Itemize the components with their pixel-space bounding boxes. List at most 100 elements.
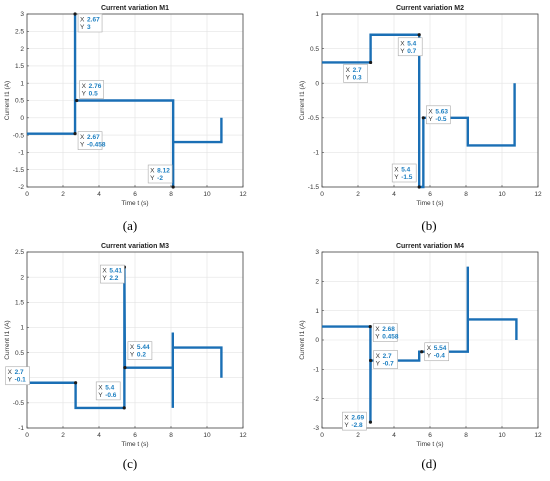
x-tick-label: 6 (133, 432, 137, 439)
datatip-y-label: Y (428, 116, 433, 123)
x-tick-label: 12 (534, 191, 542, 198)
datatip-y-value: -0.6 (105, 392, 117, 399)
datatip[interactable]: X 2.7Y 0.3 (343, 60, 373, 83)
datatip-box (343, 64, 368, 83)
y-tick-label: -1 (313, 367, 319, 374)
x-tick-label: 10 (498, 191, 506, 198)
datatip-y-label: Y (80, 142, 85, 149)
datatip-x-value: 5.4 (105, 384, 114, 391)
chart-title: Current variation M4 (396, 243, 464, 250)
datatip[interactable]: X 2.68Y 0.458 (368, 323, 399, 342)
y-tick-label: 1.5 (15, 299, 24, 306)
y-tick-label: -1.5 (13, 167, 25, 174)
datatip[interactable]: X 2.67Y 3 (73, 12, 103, 33)
y-tick-label: 3 (20, 11, 24, 18)
datatip-x-value: 5.4 (401, 167, 410, 174)
y-axis-label: Current I1 (A) (4, 81, 11, 120)
datatip[interactable]: X 2.69Y -2.8 (342, 411, 373, 431)
datatip-y-value: -2.8 (351, 422, 363, 429)
datatip-y-value: -0.5 (435, 116, 447, 123)
x-tick-label: 10 (203, 191, 211, 198)
chart-panel: 0 2 4 6 8 10 12 -1.5 -1 -0.5 0 0.5 1 Current variatio… (299, 5, 542, 233)
x-tick-label: 8 (464, 432, 468, 439)
datatip-marker (417, 33, 421, 37)
datatip-box (77, 13, 103, 33)
datatip-x-value: 2.7 (383, 353, 392, 360)
datatip[interactable]: X 5.41Y 2.2 (100, 264, 126, 284)
y-tick-label: 3 (315, 249, 319, 256)
datatip-y-label: Y (8, 377, 13, 384)
datatip[interactable]: X 5.54Y -0.4 (420, 342, 450, 362)
datatip-x-value: 2.76 (89, 83, 102, 90)
y-tick-label: 0.5 (15, 98, 24, 105)
datatip-x-label: X (346, 67, 351, 74)
datatip-x-value: 5.4 (407, 40, 416, 47)
datatip[interactable]: X 2.76Y 0.5 (75, 80, 104, 103)
datatip-x-label: X (98, 384, 103, 391)
datatip-box (424, 342, 450, 362)
datatip[interactable]: X 5.4Y -0.6 (95, 381, 126, 410)
datatip-marker (73, 132, 77, 136)
datatip[interactable]: X 5.4Y -1.5 (391, 163, 421, 189)
datatip[interactable]: X 5.44Y 0.2 (123, 341, 153, 370)
datatip-y-value: -0.7 (383, 361, 395, 368)
datatip[interactable]: X 2.67Y -0.458 (73, 131, 106, 150)
datatip-y-label: Y (344, 422, 349, 429)
y-tick-label: 0.5 (15, 350, 24, 357)
datatip[interactable]: X 5.4Y 0.7 (397, 33, 423, 57)
datatip-box (5, 366, 30, 386)
datatip[interactable]: X 5.63Y -0.5 (421, 105, 451, 125)
datatip-marker (122, 406, 126, 410)
y-tick-label: 2 (20, 46, 24, 53)
y-tick-label: 1 (315, 308, 319, 315)
datatip-y-value: -2 (157, 175, 163, 182)
datatip-x-label: X (427, 345, 432, 352)
datatip[interactable]: X 2.7Y -0.7 (369, 350, 398, 369)
datatip-x-label: X (130, 344, 135, 351)
datatip-y-label: Y (80, 24, 85, 31)
datatip-marker (369, 358, 373, 363)
x-tick-label: 2 (356, 191, 360, 198)
y-tick-label: 1.5 (15, 63, 24, 70)
datatip-box (79, 80, 104, 99)
datatip[interactable]: X 8.12Y -2 (147, 164, 175, 189)
datatip-x-label: X (80, 134, 85, 141)
datatip-x-value: 2.67 (87, 17, 100, 24)
y-tick-label: 0 (315, 337, 319, 344)
datatip-x-value: 8.12 (157, 168, 170, 175)
datatip-y-value: -0.4 (434, 353, 446, 360)
datatip[interactable]: X 2.7Y -0.1 (5, 366, 78, 386)
datatip-y-label: Y (427, 353, 432, 360)
datatip-marker (417, 185, 421, 189)
y-axis-label: Current I1 (A) (4, 320, 11, 359)
x-tick-label: 0 (320, 432, 324, 439)
datatip-x-label: X (375, 326, 380, 333)
x-tick-label: 0 (25, 432, 29, 439)
y-tick-label: -1 (18, 425, 24, 432)
chart-title: Current variation M2 (396, 5, 464, 12)
x-tick-label: 4 (392, 432, 396, 439)
y-tick-label: -2 (18, 184, 24, 191)
x-tick-label: 6 (133, 191, 137, 198)
y-tick-label: 2 (20, 274, 24, 281)
y-tick-label: -0.5 (13, 400, 25, 407)
datatip-marker (368, 420, 373, 424)
panel-caption: (d) (421, 456, 436, 471)
datatip-y-label: Y (394, 174, 399, 181)
y-tick-label: 0 (20, 115, 24, 122)
datatip-y-label: Y (130, 352, 135, 359)
y-tick-label: 2.5 (15, 29, 24, 36)
datatip-y-label: Y (376, 361, 381, 368)
x-axis-label: Time t (s) (416, 200, 443, 207)
datatip-x-label: X (376, 353, 381, 360)
y-tick-label: -1 (313, 150, 319, 157)
x-tick-label: 6 (428, 432, 432, 439)
series-line (27, 14, 223, 187)
x-tick-label: 12 (239, 191, 247, 198)
datatip-y-label: Y (102, 275, 107, 282)
chart-panel: 0 2 4 6 8 10 12 -2 -1.5 -1 -0.5 0 0.5 1 1.5 2 2.5 3 Curren… (4, 5, 247, 233)
x-tick-label: 10 (203, 432, 211, 439)
datatip-marker (369, 60, 373, 65)
